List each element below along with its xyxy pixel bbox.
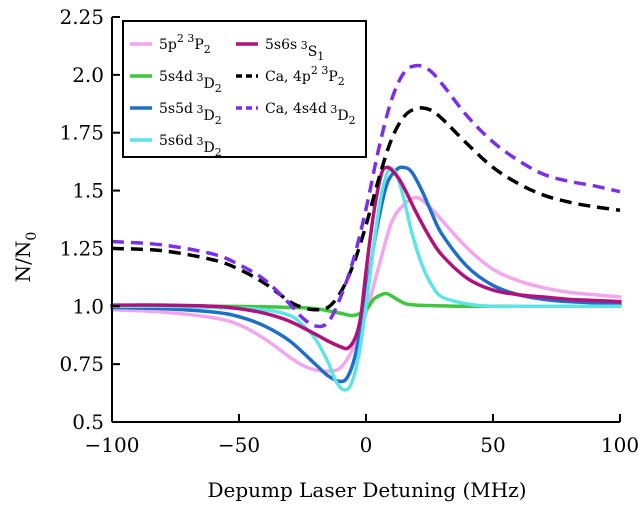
legend-label-5p2_3P2: 5p2 3P2 [159,32,211,56]
y-tick-label: 0.5 [72,410,104,434]
y-tick-label: 1.5 [72,179,104,203]
y-axis-label-sub: 0 [24,232,40,241]
legend-label-5s6d_3D2: 5s6d 3D2 [159,133,222,159]
series-line-Ca_4p2_3P2 [111,106,621,312]
x-tick-label: 50 [480,433,505,457]
series-line-Ca_4s4d_3D2 [111,63,621,329]
series-line-5s5d_3D2 [110,165,622,384]
y-tick-label: 1.0 [72,294,104,318]
series-line-5p2_3P2 [110,195,622,373]
x-tick-label: −50 [218,433,260,457]
ticks: −100 −50 0 50 100 0.5 0.75 1.0 1.25 1.5 1.75 2.0 2.2… [59,5,638,457]
plot-lines [110,63,622,392]
series-line-5s6s_3S1 [110,165,622,351]
series-line-5s6d_3D2 [110,166,622,392]
x-tick-label: −100 [85,433,140,457]
x-tick-label: 0 [360,433,373,457]
y-axis-label-main: N/N [11,241,35,283]
y-tick-label: 0.75 [59,352,104,376]
x-axis-label: Depump Laser Detuning (MHz) [207,478,526,502]
y-axis-label: N/N0 [11,232,40,283]
legend-label-Ca_4s4d_3D2: Ca, 4s4d 3D2 [265,101,356,127]
x-tick-label: 100 [601,433,638,457]
legend-label-Ca_4p2_3P2: Ca, 4p2 3P2 [265,64,345,88]
y-tick-label: 2.0 [72,63,104,87]
y-tick-label: 2.25 [59,5,104,29]
y-tick-label: 1.75 [59,121,104,145]
legend-label-5s6s_3S1: 5s6s 3S1 [265,37,324,63]
legend-label-5s5d_3D2: 5s5d 3D2 [159,101,222,127]
series-line-5s4d_3D2 [110,291,622,318]
y-tick-label: 1.25 [59,236,104,260]
legend-label-5s4d_3D2: 5s4d 3D2 [159,69,222,95]
